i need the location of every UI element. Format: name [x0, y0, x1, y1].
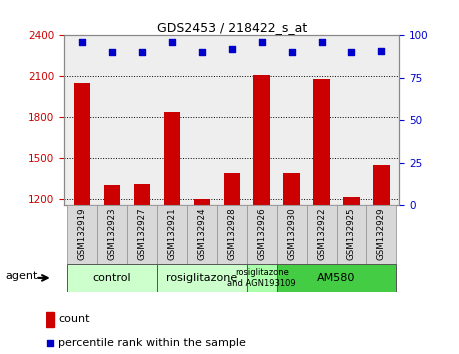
Bar: [67, 205, 97, 264]
Point: [228, 46, 235, 52]
Text: GSM132930: GSM132930: [287, 207, 296, 260]
Point: [288, 50, 295, 55]
Bar: [74, 83, 90, 354]
Text: GSM132927: GSM132927: [138, 207, 146, 260]
Bar: [157, 205, 187, 264]
Bar: [217, 205, 247, 264]
Bar: [253, 75, 270, 354]
Text: GSM132923: GSM132923: [107, 207, 117, 260]
Bar: [67, 264, 157, 292]
Bar: [224, 173, 240, 354]
Bar: [313, 79, 330, 354]
Bar: [187, 205, 217, 264]
Bar: [373, 165, 390, 354]
Point: [46, 340, 54, 346]
Text: percentile rank within the sample: percentile rank within the sample: [58, 338, 246, 348]
Bar: [277, 205, 307, 264]
Text: AM580: AM580: [317, 273, 356, 283]
Point: [78, 39, 86, 45]
Bar: [194, 199, 210, 354]
Bar: [164, 112, 180, 354]
Text: GSM132919: GSM132919: [78, 207, 87, 259]
Bar: [127, 205, 157, 264]
Text: GSM132928: GSM132928: [227, 207, 236, 260]
Text: GSM132929: GSM132929: [377, 207, 386, 259]
Text: GSM132921: GSM132921: [168, 207, 176, 260]
Bar: [336, 205, 366, 264]
Bar: [343, 197, 360, 354]
Bar: [283, 173, 300, 354]
Point: [168, 39, 176, 45]
Text: control: control: [93, 273, 131, 283]
Bar: [157, 264, 247, 292]
Bar: [247, 205, 277, 264]
Text: agent: agent: [5, 272, 38, 281]
Text: rosiglitazone
and AGN193109: rosiglitazone and AGN193109: [227, 268, 296, 287]
Point: [138, 50, 146, 55]
Text: GSM132925: GSM132925: [347, 207, 356, 260]
Point: [378, 48, 385, 53]
Text: GSM132926: GSM132926: [257, 207, 266, 260]
Text: count: count: [58, 314, 90, 324]
Bar: [366, 205, 396, 264]
Bar: [97, 205, 127, 264]
Bar: [277, 264, 396, 292]
Title: GDS2453 / 218422_s_at: GDS2453 / 218422_s_at: [157, 21, 307, 34]
Text: GSM132922: GSM132922: [317, 207, 326, 260]
Bar: [46, 312, 55, 327]
Bar: [134, 184, 150, 354]
Bar: [247, 264, 277, 292]
Point: [198, 50, 206, 55]
Point: [318, 39, 325, 45]
Text: rosiglitazone: rosiglitazone: [166, 273, 237, 283]
Point: [258, 39, 265, 45]
Text: GSM132924: GSM132924: [197, 207, 207, 260]
Point: [348, 50, 355, 55]
Point: [108, 50, 116, 55]
Bar: [104, 185, 120, 354]
Bar: [307, 205, 336, 264]
